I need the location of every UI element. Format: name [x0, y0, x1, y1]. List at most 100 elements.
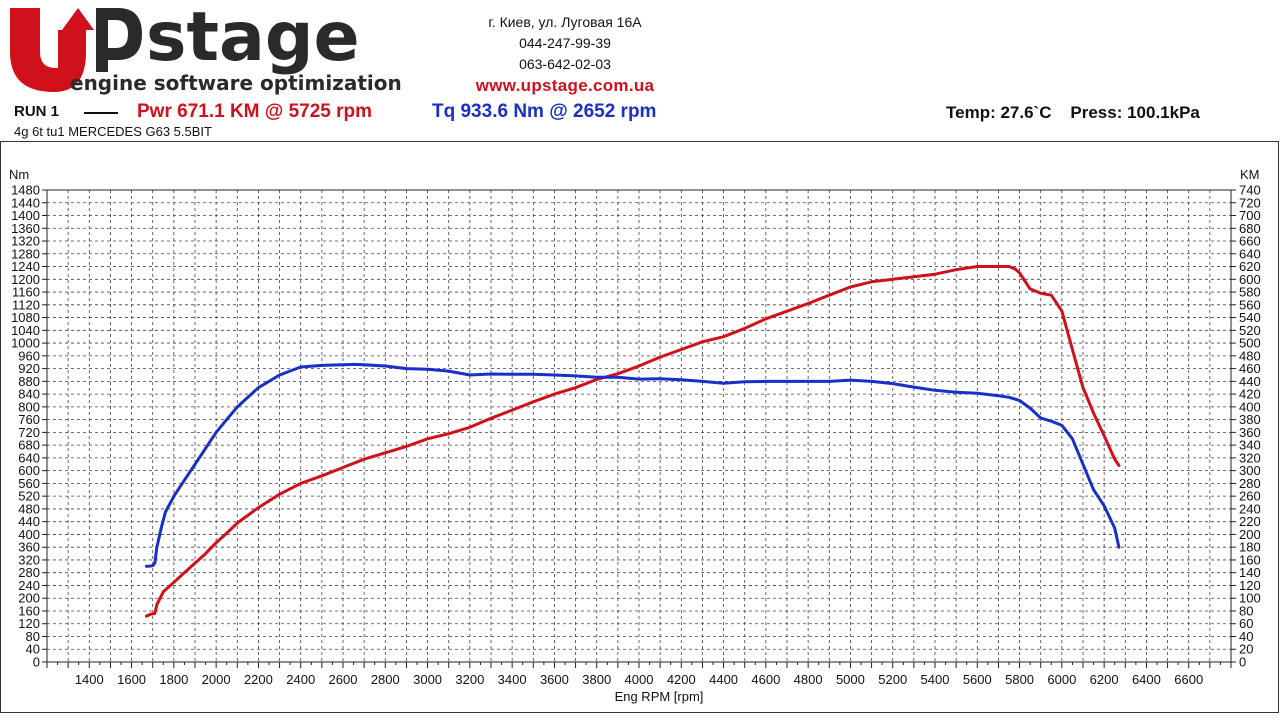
x-tick-label: 3800 [582, 672, 611, 687]
x-tick-label: 5800 [1005, 672, 1034, 687]
y-left-tick-label: 1320 [11, 234, 40, 249]
dyno-chart-frame [0, 141, 1279, 713]
y-right-tick-label: 120 [1239, 578, 1261, 593]
x-tick-label: 5000 [836, 672, 865, 687]
y-right-tick-label: 740 [1239, 183, 1261, 198]
x-tick-label: 4400 [709, 672, 738, 687]
y-left-tick-label: 1000 [11, 336, 40, 351]
x-tick-label: 4000 [625, 672, 654, 687]
y-left-tick-label: 480 [18, 501, 40, 516]
x-tick-label: 1400 [75, 672, 104, 687]
x-tick-label: 4200 [667, 672, 696, 687]
y-right-tick-label: 80 [1239, 603, 1253, 618]
run-label: RUN 1 [14, 103, 60, 120]
y-right-tick-label: 560 [1239, 297, 1261, 312]
y-right-tick-label: 0 [1239, 655, 1246, 670]
y-right-tick-label: 180 [1239, 540, 1261, 555]
x-tick-label: 2200 [244, 672, 273, 687]
phone-1: 044-247-99-39 [519, 35, 611, 51]
y-right-tick-label: 320 [1239, 450, 1261, 465]
y-left-tick-label: 760 [18, 412, 40, 427]
y-right-tick-label: 200 [1239, 527, 1261, 542]
x-tick-label: 4800 [794, 672, 823, 687]
x-tick-label: 3400 [498, 672, 527, 687]
y-left-tick-label: 1480 [11, 183, 40, 198]
y-right-tick-label: 40 [1239, 629, 1253, 644]
y-left-tick-label: 1200 [11, 272, 40, 287]
y-left-tick-label: 640 [18, 450, 40, 465]
vehicle-subtitle: 4g 6t tu1 MERCEDES G63 5.5BIT [14, 124, 212, 139]
contact-block: г. Киев, ул. Луговая 16А 044-247-99-39 0… [440, 12, 690, 96]
y-left-tick-label: 160 [18, 603, 40, 618]
torque-curve [144, 362, 1121, 568]
y-right-tick-label: 640 [1239, 246, 1261, 261]
y-right-tick-label: 520 [1239, 323, 1261, 338]
torque-summary: Tq 933.6 Nm @ 2652 rpm [432, 101, 657, 122]
environment-readout: Temp: 27.6`C Press: 100.1kPa [946, 103, 1200, 122]
y-left-tick-label: 1120 [12, 297, 40, 312]
logo-text: stage [146, 0, 360, 77]
x-tick-label: 3200 [455, 672, 484, 687]
y-right-tick-label: 700 [1239, 208, 1261, 223]
y-right-tick-label: 360 [1239, 425, 1261, 440]
phone-2: 063-642-02-03 [519, 56, 611, 72]
y-left-tick-label: 1160 [12, 285, 40, 300]
y-left-tick-label: 1240 [11, 259, 40, 274]
x-tick-label: 2400 [286, 672, 315, 687]
x-tick-label: 4600 [751, 672, 780, 687]
chart-labels: 0408012016020024028032036040044048052056… [9, 167, 1261, 704]
y-left-tick-label: 400 [18, 527, 40, 542]
y-left-tick-label: 40 [26, 642, 40, 657]
y-right-axis-label: KM [1240, 167, 1260, 182]
y-left-tick-label: 360 [18, 540, 40, 555]
y-right-tick-label: 220 [1239, 514, 1261, 529]
y-left-tick-label: 840 [18, 387, 40, 402]
x-tick-label: 5600 [963, 672, 992, 687]
x-tick-label: 1800 [159, 672, 188, 687]
y-right-tick-label: 620 [1239, 259, 1261, 274]
y-left-tick-label: 720 [18, 425, 40, 440]
y-right-tick-label: 580 [1239, 285, 1261, 300]
website-link[interactable]: www.upstage.com.ua [475, 76, 655, 95]
x-tick-label: 6000 [1047, 672, 1076, 687]
y-right-tick-label: 440 [1239, 374, 1261, 389]
y-right-tick-label: 400 [1239, 399, 1261, 414]
x-tick-label: 5200 [878, 672, 907, 687]
y-left-tick-label: 120 [18, 616, 40, 631]
y-left-tick-label: 1080 [11, 310, 40, 325]
y-right-tick-label: 540 [1239, 310, 1261, 325]
y-left-tick-label: 920 [18, 361, 40, 376]
y-left-tick-label: 880 [18, 374, 40, 389]
y-left-tick-label: 1040 [11, 323, 40, 338]
logo-tagline: engine software optimization [70, 71, 402, 95]
x-tick-label: 6600 [1174, 672, 1203, 687]
y-right-tick-label: 600 [1239, 272, 1261, 287]
y-right-tick-label: 100 [1239, 591, 1261, 606]
y-right-tick-label: 720 [1239, 195, 1261, 210]
y-right-tick-label: 280 [1239, 476, 1261, 491]
y-left-tick-label: 320 [18, 552, 40, 567]
y-right-tick-label: 240 [1239, 501, 1261, 516]
x-tick-label: 5400 [921, 672, 950, 687]
y-left-tick-label: 0 [33, 655, 40, 670]
y-right-tick-label: 680 [1239, 221, 1261, 236]
y-left-tick-label: 1360 [11, 221, 40, 236]
y-left-tick-label: 800 [18, 399, 40, 414]
y-left-tick-label: 1440 [11, 195, 40, 210]
y-left-tick-label: 560 [18, 476, 40, 491]
upstage-logo: stage engine software optimization [0, 0, 410, 98]
x-tick-label: 3000 [413, 672, 442, 687]
x-tick-label: 2800 [371, 672, 400, 687]
y-right-tick-label: 20 [1239, 642, 1253, 657]
x-tick-label: 1600 [117, 672, 146, 687]
y-left-tick-label: 1400 [11, 208, 40, 223]
x-tick-label: 2600 [329, 672, 358, 687]
x-tick-label: 3600 [540, 672, 569, 687]
y-left-tick-label: 200 [18, 591, 40, 606]
y-right-tick-label: 340 [1239, 438, 1261, 453]
y-right-tick-label: 380 [1239, 412, 1261, 427]
y-left-tick-label: 520 [18, 489, 40, 504]
y-right-tick-label: 140 [1239, 565, 1261, 580]
x-tick-label: 6400 [1132, 672, 1161, 687]
y-right-tick-label: 480 [1239, 348, 1261, 363]
